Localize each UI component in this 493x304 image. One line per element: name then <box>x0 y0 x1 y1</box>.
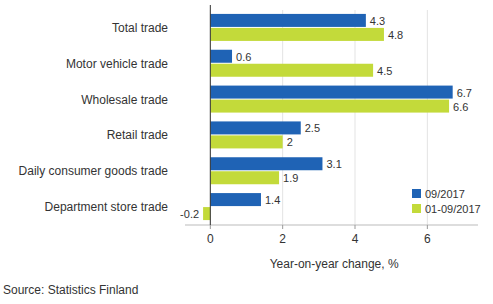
data-label: 2.5 <box>305 122 320 134</box>
bar <box>210 100 449 113</box>
tick <box>355 225 356 229</box>
legend-swatch <box>412 189 421 198</box>
data-label: 6.7 <box>457 87 472 99</box>
bar <box>210 28 384 41</box>
bar <box>210 50 232 63</box>
bar <box>210 171 279 184</box>
bar <box>210 14 366 27</box>
data-label: 4.5 <box>377 65 392 77</box>
chart: 4.34.8 0.6 4.5 6.7 6.6 2.5 2 3.1 1.91.4 -0.2 Total… <box>0 0 493 304</box>
legend-label: 09/2017 <box>425 188 465 200</box>
category-label: Wholesale trade <box>81 93 168 107</box>
grid-line <box>355 10 356 225</box>
bar <box>210 193 261 206</box>
bar <box>210 64 373 77</box>
bar <box>203 207 210 220</box>
data-label: 3.1 <box>326 158 341 170</box>
category-label: Motor vehicle trade <box>66 57 168 71</box>
source: Source: Statistics Finland <box>3 283 138 297</box>
tick <box>427 225 428 229</box>
data-label: -0.2 <box>180 208 199 220</box>
tick-label: 6 <box>424 232 431 246</box>
tick <box>282 225 283 229</box>
bar <box>210 121 300 134</box>
data-label: 4.8 <box>388 29 403 41</box>
zero-line <box>210 5 211 225</box>
tick-label: 2 <box>279 232 286 246</box>
data-labels: 4.34.8 0.6 4.5 6.7 6.6 2.5 2 3.1 1.91.4 -0.2 <box>180 15 472 220</box>
data-label: 1.4 <box>265 194 280 206</box>
bar <box>210 157 322 170</box>
tick-label: 0 <box>207 232 214 246</box>
legend-swatch <box>412 204 421 213</box>
x-axis-label: Year-on-year change, % <box>270 257 399 271</box>
data-label: 4.3 <box>370 15 385 27</box>
tick-label: 4 <box>352 232 359 246</box>
category-label: Total trade <box>112 21 168 35</box>
legend: 09/2017 01-09/2017 <box>412 188 481 215</box>
data-label: 2 <box>287 136 293 148</box>
bar <box>210 86 452 99</box>
grid-line <box>282 10 283 225</box>
category-label: Department store trade <box>45 200 169 214</box>
bars <box>203 14 453 220</box>
legend-label: 01-09/2017 <box>425 203 481 215</box>
tick <box>210 225 211 229</box>
category-label: Daily consumer goods trade <box>19 164 169 178</box>
category-label: Retail trade <box>107 128 169 142</box>
data-label: 0.6 <box>236 51 251 63</box>
x-axis-line <box>185 225 478 226</box>
data-label: 1.9 <box>283 172 298 184</box>
bar <box>210 135 282 148</box>
data-label: 6.6 <box>453 101 468 113</box>
